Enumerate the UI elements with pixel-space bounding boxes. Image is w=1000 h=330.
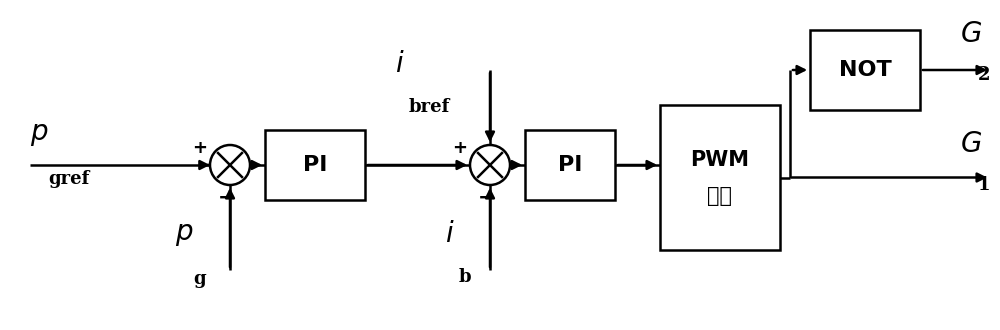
Text: $G$: $G$: [960, 21, 982, 48]
Bar: [810, 30, 920, 110]
Text: −: −: [478, 188, 496, 208]
Text: $i$: $i$: [445, 221, 455, 248]
Text: NOT: NOT: [839, 60, 891, 80]
Bar: [525, 130, 615, 200]
Text: $p$: $p$: [30, 121, 48, 148]
Text: $G$: $G$: [960, 131, 982, 158]
Text: PI: PI: [558, 155, 582, 175]
Text: +: +: [452, 139, 467, 157]
Text: bref: bref: [409, 98, 450, 116]
Text: 调制: 调制: [708, 185, 732, 206]
Bar: [660, 105, 780, 250]
Text: PI: PI: [303, 155, 327, 175]
Text: $p$: $p$: [175, 221, 193, 248]
Text: +: +: [192, 139, 207, 157]
Text: b: b: [459, 268, 472, 286]
Text: −: −: [218, 188, 236, 208]
Text: g: g: [193, 270, 206, 288]
Text: PWM: PWM: [690, 149, 750, 170]
Text: 1: 1: [978, 176, 990, 194]
Text: gref: gref: [48, 170, 89, 188]
Text: $i$: $i$: [395, 51, 405, 78]
Bar: [265, 130, 365, 200]
Text: 2: 2: [978, 66, 990, 84]
